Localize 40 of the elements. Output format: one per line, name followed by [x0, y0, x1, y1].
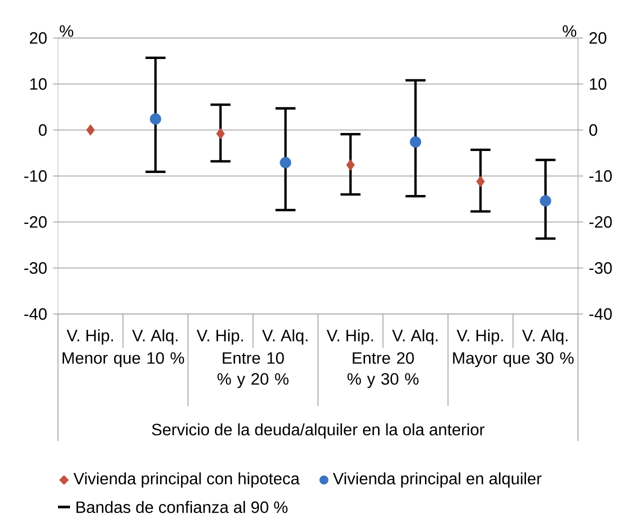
y2-tick-label: 20 [590, 32, 606, 44]
y2-tick-label: -10 [589, 170, 612, 182]
y-axis-title: % [60, 25, 74, 37]
y-tick-label: -10 [24, 170, 47, 182]
x-tick-label: V. Alq. [522, 329, 568, 345]
x-tick-label: V. Hip. [326, 329, 373, 345]
point [150, 113, 162, 125]
text: Mayor que 30 % [453, 352, 574, 368]
x-tick-label: V. Alq. [262, 329, 308, 345]
y2-tick-label: 10 [590, 78, 606, 90]
y2-tick-label: -40 [589, 308, 612, 320]
y-tick-label: 0 [38, 124, 47, 136]
y-tick-label: -40 [24, 308, 47, 320]
y-tick-label: 10 [30, 78, 47, 90]
legend-label: Vivienda principal con hipoteca [73, 472, 300, 488]
x-axis-title: Servicio de la deuda/alquiler en la ola anterior [152, 423, 484, 439]
point [86, 124, 95, 136]
x-tick-label: V. Hip. [196, 329, 243, 345]
point [476, 176, 485, 188]
y2-tick-label: -30 [589, 262, 612, 274]
point [280, 156, 292, 168]
text: Menor que 10 % [62, 352, 184, 368]
x-tick-label: V. Alq. [132, 329, 178, 345]
point [346, 159, 355, 171]
y-tick-label: 20 [30, 32, 47, 44]
point [216, 128, 225, 140]
y-tick-label: -20 [24, 216, 47, 228]
point [410, 136, 422, 148]
x-tick-label: V. Hip. [66, 329, 113, 345]
text: Entre 10 % y 20 % [217, 352, 288, 388]
y2-axis-title: % [562, 25, 576, 37]
y-tick-label: -30 [24, 262, 47, 274]
legend-label: Vivienda principal en alquiler [332, 472, 542, 488]
y2-tick-label: 0 [589, 124, 598, 136]
text: Bandas de confianza al 90 % [76, 500, 288, 514]
y2-tick-label: -20 [589, 216, 612, 228]
text: Entre 20 % y 30 % [347, 352, 418, 388]
x-tick-label: V. Hip. [456, 329, 503, 345]
point [540, 195, 552, 207]
x-tick-label: V. Alq. [392, 329, 438, 345]
